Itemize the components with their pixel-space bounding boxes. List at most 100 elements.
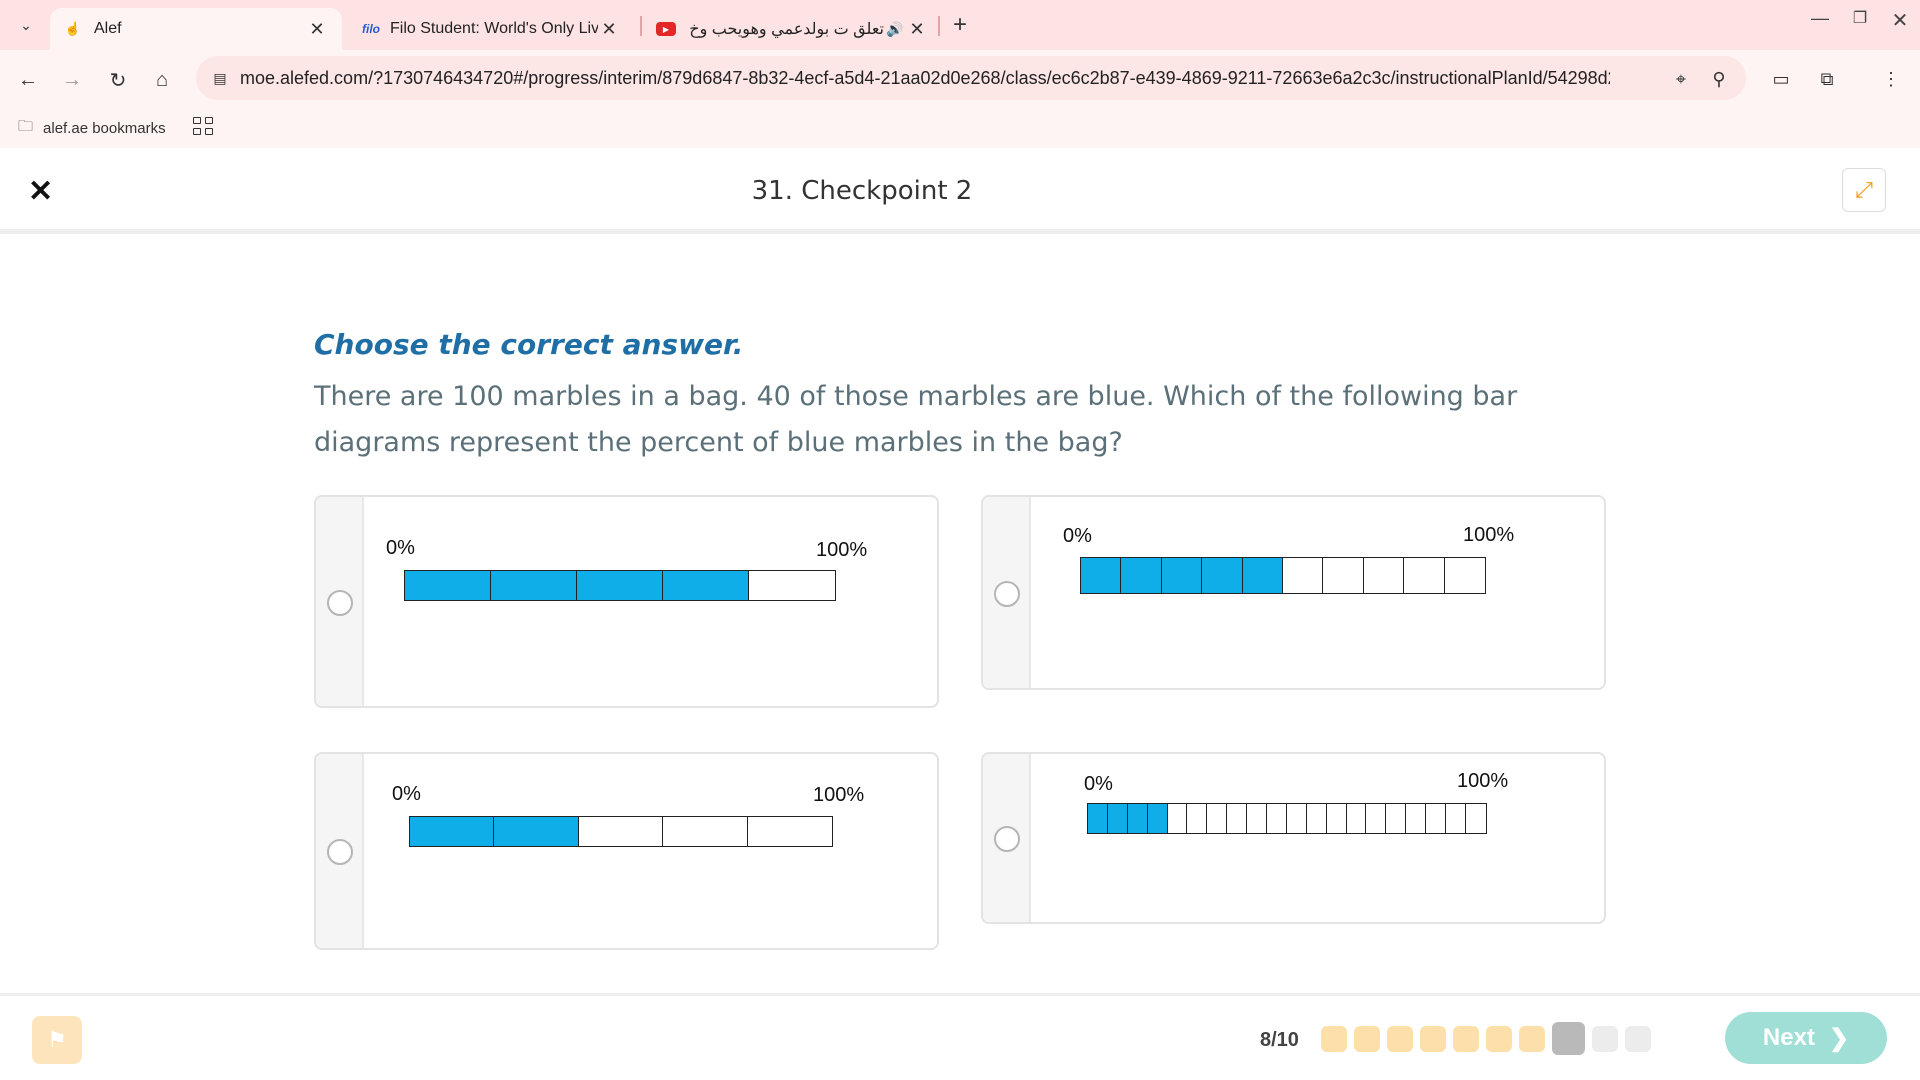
bar-min-label: 0% [386,537,415,559]
bar-min-label: 0% [1063,525,1092,547]
bar-segment-filled [405,571,491,600]
bar-max-label: 100% [1463,524,1515,546]
audio-icon[interactable]: 🔊 [886,20,904,37]
bar-segment-filled [663,571,749,600]
close-window-icon[interactable]: ✕ [1891,10,1909,32]
reload-icon[interactable]: ↻ [109,69,127,92]
location-icon[interactable]: ⌖ [1675,68,1687,89]
close-tab-icon[interactable]: ✕ [309,18,325,39]
filo-logo: filo [362,22,380,36]
bar-segment-filled [1081,558,1122,593]
url-text: moe.alefed.com/?1730746434720#/progress/… [240,68,1610,88]
bar-min-label: 0% [392,783,421,805]
apps-grid-icon[interactable] [190,114,214,138]
close-icon[interactable]: ✕ [28,175,54,208]
question-prompt: Choose the correct answer. [314,328,744,361]
tab-title: تعلق ت بولدعمي وهويحب وخ [689,21,884,38]
bar-diagram [409,816,833,847]
progress-counter: 8/10 [1260,1029,1299,1051]
bar-segment-filled [1202,558,1243,593]
new-tab-button[interactable]: + [952,11,967,38]
bar-segment-filled [494,817,579,846]
bar-segment-empty [1444,558,1485,593]
bar-segment-empty [1247,804,1268,833]
forward-icon[interactable]: → [62,68,82,91]
progress-dot[interactable] [1321,1026,1347,1052]
answer-option-c[interactable]: 0% 100% [314,752,939,950]
menu-icon[interactable]: ⋮ [1882,68,1900,89]
bar-segment-filled [1147,804,1168,833]
bookmark-folder[interactable]: 🗀 alef.ae bookmarks [18,116,166,141]
back-icon[interactable]: ← [18,68,38,91]
tab-filo[interactable]: filo Filo Student: World's Only Live I ✕ [350,8,632,50]
tab-separator [640,16,642,36]
bar-segment-empty [1187,804,1208,833]
bar-segment-empty [1406,804,1427,833]
progress-dot[interactable] [1486,1026,1512,1052]
option-rail [316,497,364,706]
bar-segment-empty [1306,804,1327,833]
next-label: Next [1762,1024,1815,1051]
zoom-icon[interactable]: ⚲ [1712,68,1726,89]
cast-icon[interactable]: ▭ [1772,68,1790,89]
progress-dot[interactable] [1387,1026,1413,1052]
tab-search-chevron-icon[interactable]: ⌄ [20,16,32,33]
bar-segment-empty [663,817,748,846]
bar-segment-filled [1242,558,1283,593]
progress-dot[interactable] [1519,1026,1545,1052]
footer-bar: ⚑ 8/10 Next ❯ [0,993,1920,1080]
bar-segment-filled [1127,804,1148,833]
bar-segment-filled [577,571,663,600]
minimize-icon[interactable]: — [1811,8,1829,28]
radio-button[interactable] [994,581,1020,607]
bar-diagram [1080,557,1486,594]
radio-button[interactable] [327,590,353,616]
youtube-icon: ▶ [656,22,676,36]
flag-icon[interactable]: ⚑ [32,1016,82,1064]
bar-segment-filled [1121,558,1162,593]
option-rail [983,497,1031,688]
site-info-icon[interactable]: ▤ [213,69,227,86]
bar-segment-empty [747,817,832,846]
bar-segment-filled [410,817,495,846]
radio-button[interactable] [327,839,353,865]
progress-dot[interactable] [1354,1026,1380,1052]
progress-dot[interactable] [1552,1022,1585,1055]
progress-dot[interactable] [1625,1026,1651,1052]
tab-separator [938,16,940,36]
close-tab-icon[interactable]: ✕ [909,18,925,39]
browser-tab-bar: ⌄ ☝ Alef ✕ filo Filo Student: World's On… [0,0,1920,50]
home-icon[interactable]: ⌂ [155,68,169,91]
extensions-icon[interactable]: ⧉ [1820,68,1834,89]
bar-segment-empty [1323,558,1364,593]
option-rail [316,754,364,948]
bar-diagram [1087,803,1487,834]
expand-icon[interactable]: ⤢ [1842,168,1886,212]
bar-segment-empty [1366,804,1387,833]
radio-button[interactable] [994,826,1020,852]
progress-dot[interactable] [1420,1026,1446,1052]
bar-segment-empty [1465,804,1486,833]
progress-dot[interactable] [1453,1026,1479,1052]
close-tab-icon[interactable]: ✕ [601,18,617,39]
tab-alef[interactable]: ☝ Alef ✕ [50,8,342,50]
question-text: There are 100 marbles in a bag. 40 of th… [314,381,1518,458]
restore-icon[interactable]: ❐ [1852,10,1868,27]
bar-segment-empty [749,571,835,600]
tab-youtube[interactable]: ▶ تعلق ت بولدعمي وهويحب وخ 🔊 ✕ [644,8,940,50]
bar-segment-empty [1446,804,1466,833]
answer-option-a[interactable]: 0% 100% [314,495,939,708]
answer-option-d[interactable]: 0% 100% [981,752,1606,924]
next-button[interactable]: Next ❯ [1725,1012,1887,1064]
tab-title: Filo Student: World's Only Live I [390,20,598,37]
bar-segment-filled [1107,804,1128,833]
bar-segment-filled [491,571,577,600]
answer-option-b[interactable]: 0% 100% [981,495,1606,690]
bar-segment-empty [1282,558,1324,593]
page-title: 31. Checkpoint 2 [751,176,973,206]
lesson-header: ✕ 31. Checkpoint 2 ⤢ [0,148,1920,234]
browser-toolbar: ← → ↻ ⌂ ▤ moe.alefed.com/?1730746434720#… [0,50,1920,108]
hand-pointer-icon: ☝ [64,21,82,36]
progress-dot[interactable] [1592,1026,1618,1052]
address-bar[interactable]: ▤ moe.alefed.com/?1730746434720#/progres… [196,56,1746,100]
